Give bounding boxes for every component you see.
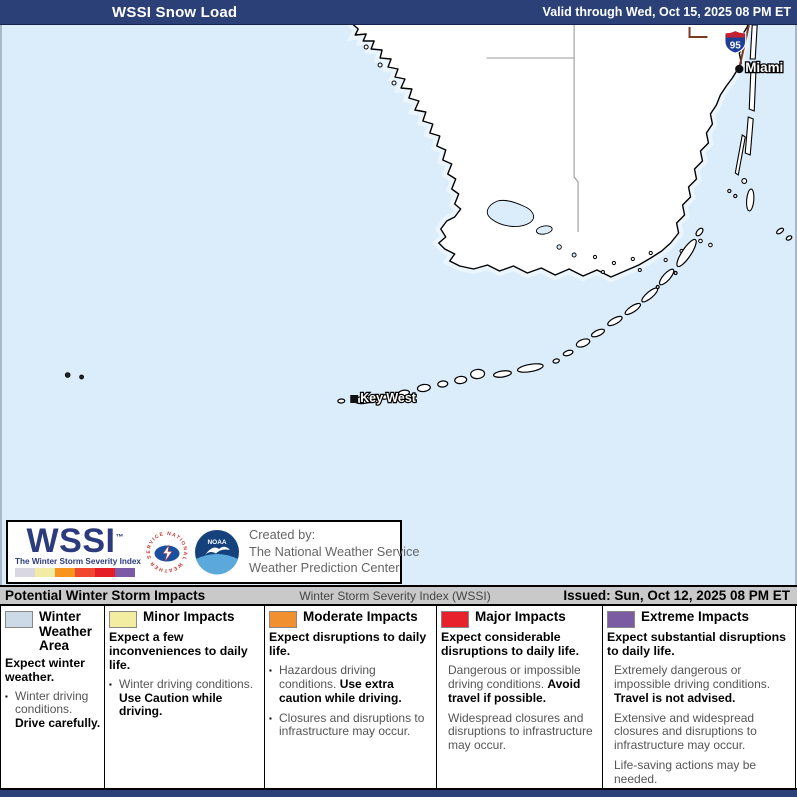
- legend-column-major: Major Impacts Expect considerable disrup…: [437, 606, 603, 788]
- impact-swatch: [109, 611, 137, 628]
- legend-column-minor: Minor Impacts Expect a few inconvenience…: [105, 606, 265, 788]
- severity-color-segment: [55, 568, 75, 578]
- miami-marker: [735, 64, 744, 74]
- legend-column-winter-weather: Winter Weather Area Expect winter weathe…: [0, 606, 105, 788]
- legend-column-extreme: Extreme Impacts Expect substantial disru…: [603, 606, 796, 788]
- title-bar: WSSI Snow Load Valid through Wed, Oct 15…: [0, 0, 797, 25]
- i95-shield: 95: [724, 29, 747, 54]
- legend-item: ▪ Closures and disruptions to infrastruct…: [269, 710, 425, 739]
- wssi-logo: WSSI™ The Winter Storm Severity Index: [15, 521, 141, 578]
- impact-items: ▪ Winter driving conditions. Drive carefu…: [5, 688, 101, 732]
- impact-intro: Expect disruptions to daily life.: [269, 630, 427, 658]
- nws-logo-icon: NATIONAL WEATHER SERVICE: [145, 530, 189, 574]
- severity-color-segment: [35, 568, 55, 578]
- impact-swatch: [5, 611, 33, 628]
- wssi-logo-tagline: The Winter Storm Severity Index: [15, 557, 141, 567]
- florida-keys: [337, 227, 793, 405]
- impact-title: Moderate Impacts: [303, 609, 418, 624]
- severity-color-bar: [15, 568, 135, 578]
- legend-header-subtitle: Winter Storm Severity Index (WSSI): [299, 588, 491, 603]
- key-west-marker: [350, 395, 359, 403]
- map-svg: 95 Miami Key West: [64, 25, 793, 406]
- legend-header-bar: Potential Winter Storm Impacts Winter St…: [0, 585, 797, 606]
- noaa-logo-icon: NOAA: [195, 530, 239, 575]
- legend-item: Life-saving actions may be needed.: [614, 758, 757, 787]
- impact-intro: Expect considerable disruptions to daily…: [441, 630, 580, 658]
- impact-intro: Expect a few inconveniences to daily lif…: [109, 630, 248, 672]
- map-area: 95 Miami Key West WSSI™ The Winter Storm…: [0, 25, 797, 585]
- legend-item: Dangerous or impossible driving conditio…: [448, 662, 581, 705]
- legend-header-title: Potential Winter Storm Impacts: [5, 588, 206, 603]
- county-lines: [486, 25, 579, 232]
- impact-swatch: [607, 611, 635, 628]
- legend-item: Extensive and widespread closures and di…: [614, 710, 757, 753]
- impact-swatch: [269, 611, 297, 628]
- severity-color-segment: [75, 568, 95, 578]
- valid-through-text: Valid through Wed, Oct 15, 2025 08 PM ET: [542, 5, 791, 19]
- barrier-islands: [727, 25, 758, 212]
- severity-color-segment: [115, 568, 135, 578]
- impact-legend: Winter Weather Area Expect winter weathe…: [0, 606, 797, 790]
- wssi-logo-word: WSSI™: [26, 521, 124, 560]
- credit-box: WSSI™ The Winter Storm Severity Index NA…: [6, 520, 419, 584]
- mainland-florida: [352, 25, 749, 278]
- legend-item: ▪ Winter driving conditions. Drive carefu…: [5, 688, 101, 731]
- created-by-text: Created by: The National Weather Service…: [249, 527, 420, 576]
- impact-items: Dangerous or impossible driving conditio…: [441, 662, 599, 753]
- severity-color-segment: [95, 568, 115, 578]
- severity-color-segment: [15, 568, 35, 578]
- bottom-bar: [0, 790, 797, 797]
- gulf-coast-islets: [363, 44, 713, 250]
- legend-item: ▪ Hazardous driving conditions. Use extra…: [269, 662, 402, 705]
- impact-title: Extreme Impacts: [641, 609, 750, 624]
- whitewater-bay: [486, 199, 577, 258]
- impact-items: ▪ Hazardous driving conditions. Use extra…: [269, 662, 433, 740]
- impact-swatch: [441, 611, 469, 628]
- miami-label: Miami: [745, 60, 783, 75]
- issued-text: Issued: Sun, Oct 12, 2025 08 PM ET: [563, 588, 790, 603]
- impact-items: Extremely dangerous or impossible drivin…: [607, 662, 792, 787]
- impact-intro: Expect substantial disruptions to daily …: [607, 630, 787, 658]
- impact-title: Winter Weather Area: [39, 609, 93, 654]
- page-title: WSSI Snow Load: [112, 3, 238, 21]
- legend-item: ▪ Winter driving conditions. Use Caution …: [109, 676, 254, 719]
- dry-tortugas-islands: [64, 372, 84, 380]
- key-west-label: Key West: [360, 391, 416, 405]
- legend-item: Widespread closures and disruptions to i…: [448, 710, 593, 753]
- impact-items: ▪ Winter driving conditions. Use Caution …: [109, 676, 261, 720]
- impact-title: Minor Impacts: [143, 609, 235, 624]
- svg-text:NOAA: NOAA: [207, 539, 226, 546]
- i95-label: 95: [730, 40, 742, 51]
- impact-intro: Expect winter weather.: [5, 655, 85, 684]
- legend-item: Extremely dangerous or impossible drivin…: [614, 662, 771, 705]
- legend-column-moderate: Moderate Impacts Expect disruptions to d…: [265, 606, 437, 788]
- impact-title: Major Impacts: [475, 609, 566, 624]
